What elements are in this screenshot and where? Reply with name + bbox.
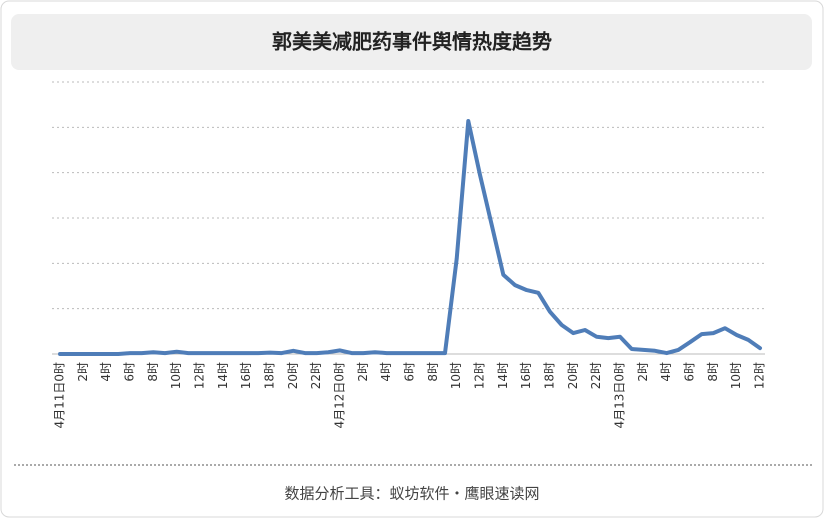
x-tick-label: 20时	[566, 362, 580, 389]
x-tick-label: 6时	[123, 362, 137, 382]
x-tick-label: 20时	[286, 362, 300, 389]
x-tick-label: 8时	[426, 362, 440, 382]
x-tick-label: 4时	[379, 362, 393, 382]
x-tick-label: 22时	[589, 362, 603, 389]
x-tick-label: 4时	[99, 362, 113, 382]
chart-title: 郭美美减肥药事件舆情热度趋势	[272, 30, 552, 54]
x-tick-label: 2时	[636, 362, 650, 382]
x-tick-label: 10时	[169, 362, 183, 389]
x-tick-label: 14时	[496, 362, 510, 389]
x-tick-label: 16时	[519, 362, 533, 389]
x-tick-label: 12时	[473, 362, 487, 389]
x-tick-label: 10时	[729, 362, 743, 389]
x-tick-label: 4时	[659, 362, 673, 382]
footer: 数据分析工具：蚁坊软件・鹰眼速读网	[284, 485, 539, 503]
x-tick-label: 18时	[263, 362, 277, 389]
x-tick-label: 4月12日0时	[333, 362, 347, 429]
x-tick-label: 8时	[706, 362, 720, 382]
x-tick-label: 2时	[356, 362, 370, 382]
x-tick-label: 10时	[449, 362, 463, 389]
title-box	[11, 14, 812, 70]
x-tick-label: 12时	[753, 362, 767, 389]
x-tick-label: 18时	[543, 362, 557, 389]
x-tick-label: 16时	[239, 362, 253, 389]
x-tick-label: 6时	[683, 362, 697, 382]
line	[58, 119, 762, 356]
x-tick-label: 12时	[193, 362, 207, 389]
x-tick-label: 8时	[146, 362, 160, 382]
x-tick-label: 22时	[309, 362, 323, 389]
x-tick-label: 4月11日0时	[53, 362, 67, 429]
x-tick-label: 4月13日0时	[613, 362, 627, 429]
x-tick-label: 14时	[216, 362, 230, 389]
x-tick-label: 6时	[403, 362, 417, 382]
x-tick-label: 2时	[76, 362, 90, 382]
